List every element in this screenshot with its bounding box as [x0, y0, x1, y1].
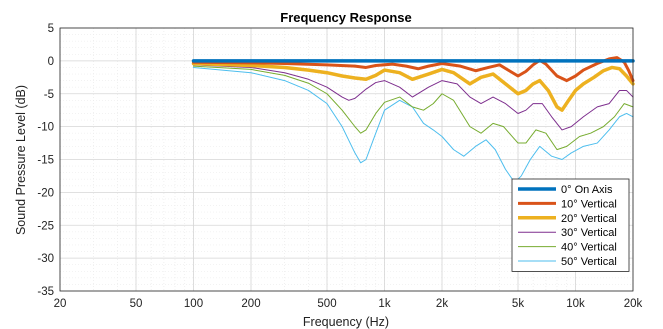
legend-label: 50° Vertical [561, 256, 617, 268]
y-tick-label: -5 [44, 89, 54, 101]
x-tick-label: 2k [436, 298, 448, 310]
series-line [192, 56, 635, 83]
y-tick-label: -20 [37, 187, 54, 199]
y-tick-label: -10 [37, 122, 54, 134]
y-axis-label: Sound Pressure Level (dB) [14, 85, 28, 235]
legend-label: 20° Vertical [561, 213, 617, 225]
x-tick-label: 50 [130, 298, 143, 310]
plot-area-border [59, 27, 634, 292]
y-tick-label: -30 [37, 253, 54, 265]
series-line [193, 65, 634, 151]
series-line [193, 66, 634, 184]
x-tick-label: 100 [184, 298, 203, 310]
y-tick-label: -15 [37, 155, 54, 167]
x-tick-label: 20k [624, 298, 643, 310]
legend-label: 30° Vertical [561, 227, 617, 239]
x-tick-label: 20 [54, 298, 67, 310]
x-tick-label: 200 [241, 298, 260, 310]
series-lines [191, 56, 635, 184]
legend-label: 10° Vertical [561, 198, 617, 210]
x-axis-label: Frequency (Hz) [303, 315, 389, 329]
legend-label: 0° On Axis [561, 184, 613, 196]
series-line [191, 61, 635, 112]
x-tick-label: 500 [317, 298, 336, 310]
y-tick-labels: 5 0 -5 -10 -15 -20 -25 -30 -35 [37, 23, 54, 298]
x-tick-label: 5k [512, 298, 524, 310]
legend-label: 40° Vertical [561, 242, 617, 254]
legend-box [511, 178, 630, 272]
y-tick-label: -35 [37, 286, 54, 298]
y-tick-label: -25 [37, 220, 54, 232]
chart-title: Frequency Response [280, 10, 412, 25]
y-tick-label: 5 [48, 23, 54, 35]
x-tick-label: 10k [566, 298, 585, 310]
legend: 0° On Axis 10° Vertical 20° Vertical 30° Ve… [511, 178, 630, 272]
y-tick-label: 0 [48, 56, 54, 68]
x-tick-labels: 20 50 100 200 500 1k 2k 5k 10k 20k [54, 298, 643, 310]
x-tick-label: 1k [378, 298, 390, 310]
series-line [193, 64, 634, 131]
